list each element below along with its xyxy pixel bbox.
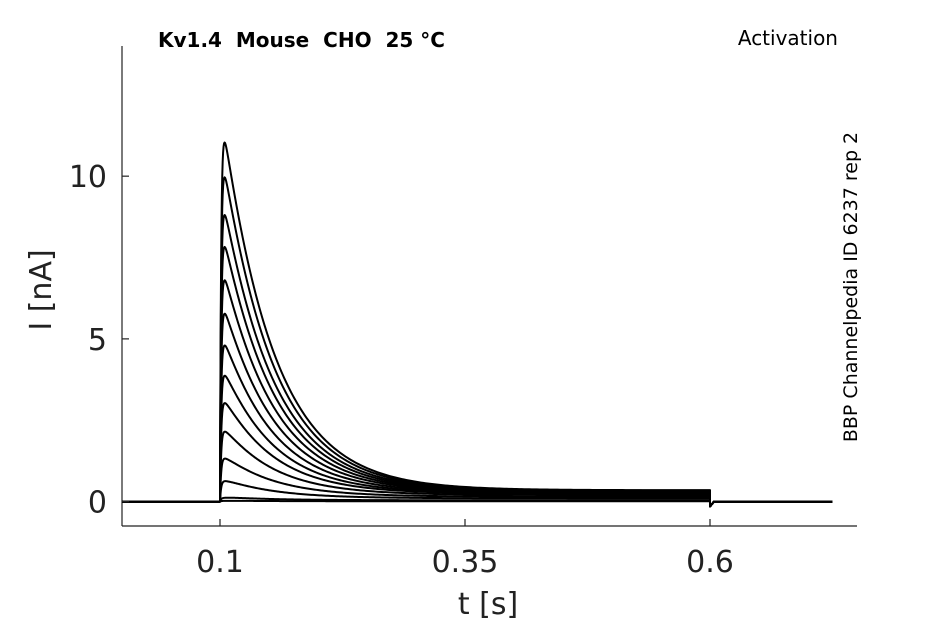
x-tick-label: 0.6 xyxy=(686,545,734,580)
chart-title: Kv1.4 Mouse CHO 25 °C xyxy=(158,28,445,52)
x-tick-label: 0.35 xyxy=(432,545,499,580)
tick-group: 0.1 0.35 0.6 0 5 10 xyxy=(69,160,734,580)
y-tick-label: 0 xyxy=(88,486,107,521)
current-trace xyxy=(122,457,833,508)
chart-subtitle: Activation xyxy=(738,26,838,50)
current-trace xyxy=(122,279,833,508)
current-trace xyxy=(122,245,833,508)
axes xyxy=(121,46,857,527)
current-trace xyxy=(122,402,833,508)
current-trace xyxy=(122,430,833,508)
current-trace xyxy=(122,499,833,508)
channelpedia-id-label: BBP Channelpedia ID 6237 rep 2 xyxy=(840,132,862,442)
current-trace xyxy=(122,312,833,508)
current-trace xyxy=(122,480,833,508)
x-axis-title: t [s] xyxy=(458,587,518,622)
x-tick-label: 0.1 xyxy=(196,545,244,580)
y-tick-label: 10 xyxy=(69,160,107,195)
y-axis-title: I [nA] xyxy=(24,249,59,330)
current-traces xyxy=(122,141,833,508)
y-tick-label: 5 xyxy=(88,323,107,358)
